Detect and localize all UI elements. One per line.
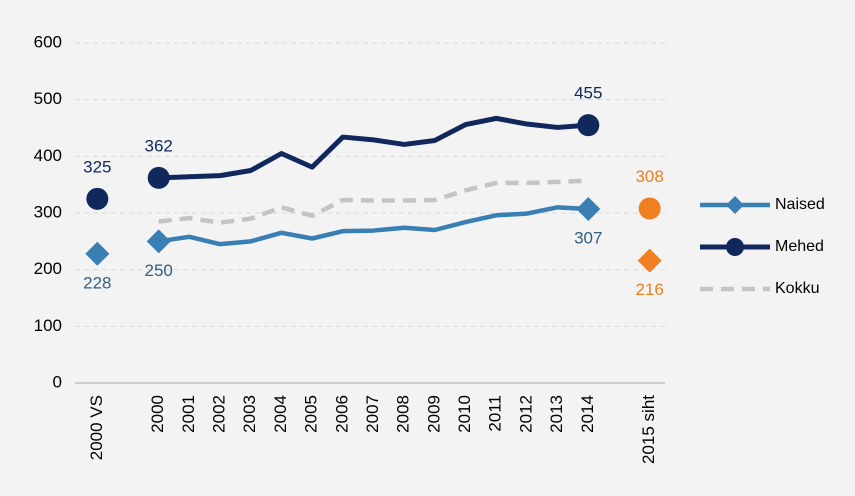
y-tick-label: 400 [34, 146, 62, 165]
legend-label: Naised [775, 196, 825, 213]
legend-label: Mehed [775, 238, 824, 255]
x-tick-label: 2006 [332, 395, 351, 433]
x-tick-label: 2012 [516, 395, 535, 433]
x-tick-label: 2011 [486, 395, 505, 432]
x-tick-label: 2002 [210, 395, 229, 433]
y-tick-label: 500 [34, 89, 62, 108]
x-tick-label: 2001 [179, 395, 198, 433]
data-label: 228 [83, 273, 111, 292]
x-tick-label: 2009 [424, 395, 443, 433]
marker [638, 197, 661, 220]
x-tick-label: 2004 [271, 395, 290, 433]
y-tick-label: 300 [34, 202, 62, 221]
legend-label: Kokku [775, 280, 819, 297]
x-tick-label: 2000 [148, 395, 167, 433]
marker [86, 187, 109, 210]
marker [576, 197, 601, 222]
marker [146, 229, 171, 254]
legend-marker [726, 196, 744, 214]
x-tick-label: 2008 [394, 395, 413, 433]
marker [637, 248, 662, 273]
y-tick-label: 600 [34, 32, 62, 51]
line [158, 178, 589, 225]
legend-marker [726, 238, 744, 256]
x-tick-label: 2015 siht [639, 395, 658, 464]
data-label: 455 [574, 84, 602, 103]
data-label: 362 [145, 136, 173, 155]
marker [577, 114, 600, 137]
data-label: 325 [83, 157, 111, 176]
y-tick-label: 100 [34, 316, 62, 335]
y-tick-label: 200 [34, 259, 62, 278]
x-tick-label: 2005 [302, 395, 321, 433]
x-tick-label: 2013 [547, 395, 566, 433]
data-label: 307 [574, 229, 602, 248]
marker [147, 166, 170, 189]
marker [85, 241, 110, 266]
data-label: 250 [145, 261, 173, 280]
x-tick-label: 2010 [455, 395, 474, 433]
x-tick-label: 2003 [240, 395, 259, 433]
data-label: 216 [635, 280, 663, 299]
x-tick-label: 2014 [578, 395, 597, 433]
y-tick-label: 0 [53, 372, 62, 391]
x-tick-label: 2000 VS [87, 395, 106, 460]
x-tick-label: 2007 [363, 395, 382, 433]
data-label: 308 [635, 167, 663, 186]
